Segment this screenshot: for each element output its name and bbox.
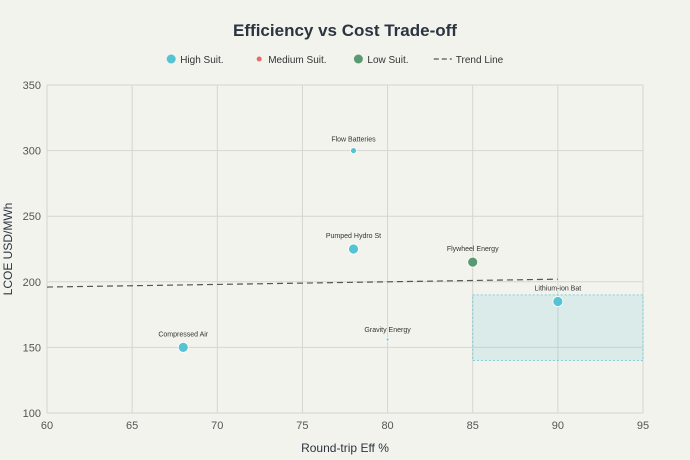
y-tick-label: 300 — [23, 146, 41, 158]
y-tick-label: 100 — [23, 408, 41, 420]
y-axis-ticks: 100 150 200 250 300 350 — [23, 80, 41, 420]
y-tick-label: 150 — [23, 342, 41, 354]
trend-line-group — [46, 278, 558, 288]
data-point-gravity-energy[interactable] — [385, 337, 390, 342]
legend-item-medium-suit[interactable]: Medium Suit. — [256, 55, 327, 66]
chart-title: Efficiency vs Cost Trade-off — [233, 21, 457, 40]
data-point-compressed-air[interactable] — [177, 341, 189, 353]
legend-item-low-suit[interactable]: Low Suit. — [353, 54, 409, 67]
y-tick-label: 200 — [23, 277, 41, 289]
data-point-flywheel-energy[interactable] — [467, 256, 479, 268]
x-tick-label: 60 — [41, 420, 53, 432]
legend-marker — [353, 54, 363, 64]
x-tick-label: 75 — [296, 420, 308, 432]
x-tick-label: 80 — [381, 420, 393, 432]
x-tick-label: 65 — [126, 420, 138, 432]
point-label-flywheel-energy: Flywheel Energy — [447, 246, 499, 253]
y-tick-label: 350 — [23, 80, 41, 92]
legend: High Suit. Medium Suit. Low Suit. Trend Lin… — [166, 54, 504, 67]
y-axis-label: LCOE USD/MWh — [1, 203, 15, 296]
data-point-flow-batteries[interactable] — [350, 147, 357, 155]
y-tick-label: 250 — [23, 211, 41, 223]
gridlines — [46, 84, 644, 414]
data-point-lithium-ion-bat[interactable] — [552, 296, 564, 307]
point-label-lithium-ion-bat: Lithium-ion Bat — [535, 285, 582, 292]
point-label-gravity-energy: Gravity Energy — [364, 327, 411, 334]
data-point-pumped-hydro-st[interactable] — [348, 243, 359, 255]
legend-marker — [166, 54, 176, 64]
legend-label: High Suit. — [180, 55, 223, 66]
legend-item-high-suit[interactable]: High Suit. — [166, 54, 224, 67]
data-points: Flow Batteries Pumped Hydro St Lithium-ion… — [158, 137, 581, 353]
legend-item-trend-line[interactable]: Trend Line — [433, 55, 504, 66]
legend-marker — [256, 56, 262, 62]
x-tick-label: 95 — [637, 420, 649, 432]
legend-label: Medium Suit. — [268, 55, 326, 66]
point-label-compressed-air: Compressed Air — [158, 331, 208, 338]
x-axis-ticks: 60 65 70 75 80 85 90 95 — [41, 420, 649, 432]
x-tick-label: 85 — [467, 420, 479, 432]
point-label-pumped-hydro-st: Pumped Hydro St — [326, 233, 381, 240]
x-tick-label: 90 — [552, 420, 564, 432]
legend-label: Low Suit. — [367, 55, 408, 66]
trend-line — [46, 278, 558, 288]
x-axis-label: Round-trip Eff % — [301, 441, 389, 455]
x-tick-label: 70 — [211, 420, 223, 432]
legend-label: Trend Line — [456, 55, 504, 66]
point-label-flow-batteries: Flow Batteries — [331, 137, 376, 144]
